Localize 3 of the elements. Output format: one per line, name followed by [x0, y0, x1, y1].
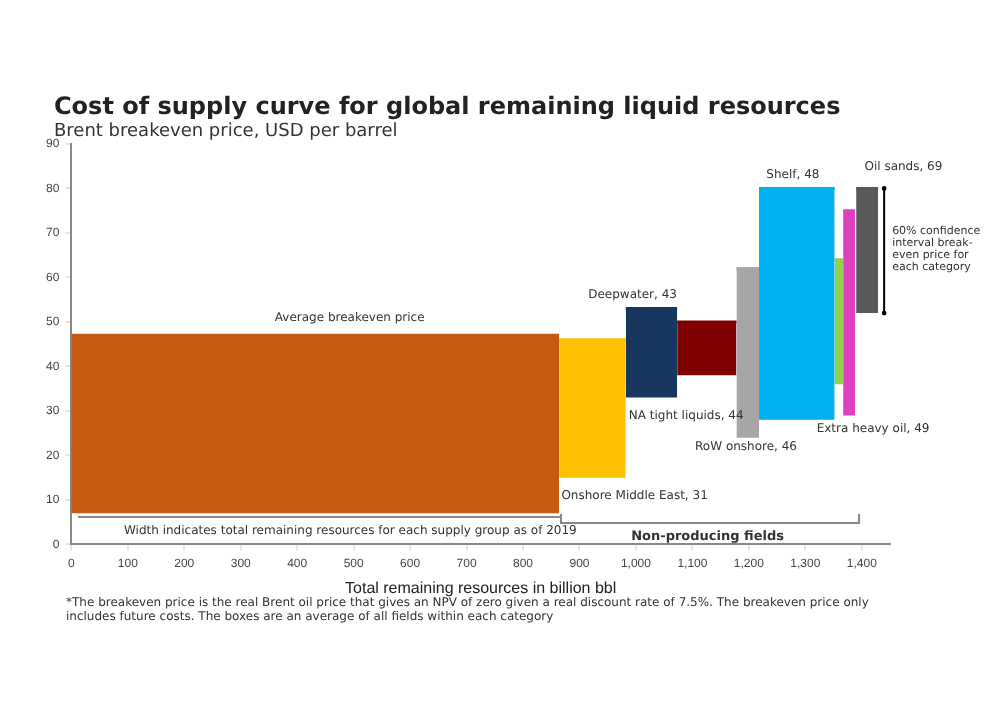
x-axis-title: Total remaining resources in billion bbl: [345, 578, 617, 597]
chart-title: Cost of supply curve for global remaining liquid resources: [54, 92, 841, 120]
chart-subtitle: Brent breakeven price, USD per barrel: [54, 122, 398, 142]
